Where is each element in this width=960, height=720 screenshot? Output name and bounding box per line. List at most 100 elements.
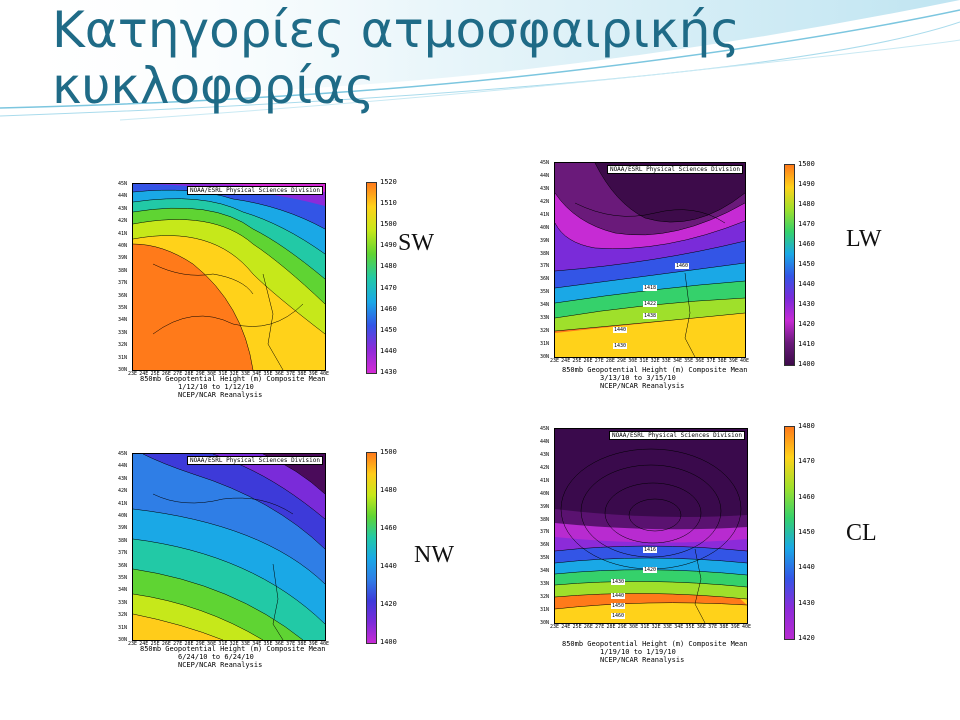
lon-label-cl: 27E	[595, 624, 605, 630]
colorbar-label-cl: 1440	[798, 563, 815, 572]
lat-label-sw: 36N	[118, 292, 128, 299]
colorbar-label-lw: 1430	[798, 300, 815, 308]
lon-label-lw: 40E	[740, 358, 750, 364]
colorbar-label-lw: 1410	[798, 340, 815, 348]
colorbar-label-sw: 1520	[380, 178, 397, 186]
panel-cl: NOAA/ESRL Physical Sciences Division 141…	[532, 418, 832, 668]
lat-label-lw: 33N	[540, 315, 550, 322]
map-nw: NOAA/ESRL Physical Sciences Division	[132, 453, 326, 641]
lon-label-cl: 26E	[583, 624, 593, 630]
lat-label-cl: 39N	[540, 503, 550, 510]
height-field-sw	[133, 184, 325, 370]
colorbar-label-cl: 1480	[798, 422, 815, 430]
lon-label-cl: 34E	[674, 624, 684, 630]
contour-label-lw-5: 1440	[613, 327, 628, 333]
lon-label-cl: 28E	[606, 624, 616, 630]
lat-label-sw: 45N	[118, 181, 128, 187]
caption-sw-dates: 1/12/10 to 1/12/10	[178, 383, 254, 391]
lon-label-cl: 23E	[550, 624, 560, 630]
lon-label-cl: 31E	[640, 624, 650, 630]
contour-label-lw-1: 1460	[675, 263, 690, 269]
colorbar-label-lw: 1400	[798, 360, 815, 368]
lon-label-sw: 34E	[252, 371, 262, 377]
lon-label-lw: 34E	[672, 358, 682, 364]
lat-label-sw: 41N	[118, 230, 128, 237]
lon-label-sw: 28E	[184, 371, 194, 377]
lat-label-nw: 37N	[118, 550, 128, 557]
lon-label-nw: 26E	[161, 641, 171, 647]
lat-label-lw: 41N	[540, 211, 550, 218]
lat-label-cl: 34N	[540, 568, 550, 575]
title-line-1: Κατηγορίες ατμοσφαιρικής	[52, 1, 740, 59]
colorbar-label-sw: 1430	[380, 368, 397, 376]
lat-label-nw: 45N	[118, 451, 128, 457]
lat-label-cl: 38N	[540, 516, 550, 523]
lat-label-sw: 40N	[118, 243, 128, 249]
lat-label-lw: 32N	[540, 328, 550, 335]
lat-label-cl: 35N	[540, 555, 550, 562]
lat-label-lw: 36N	[540, 276, 550, 283]
colorbar-label-sw: 1450	[380, 325, 397, 334]
lon-label-sw: 40E	[320, 371, 330, 377]
lat-label-lw: 43N	[540, 185, 550, 192]
lat-label-nw: 39N	[118, 525, 128, 532]
caption-cl-line1: 850mb Geopotential Height (m) Composite …	[562, 640, 748, 648]
map-cl: NOAA/ESRL Physical Sciences Division 141…	[554, 428, 748, 624]
lon-label-cl: 29E	[617, 624, 627, 630]
lon-label-lw: 31E	[639, 358, 649, 364]
caption-nw-line1: 850mb Geopotential Height (m) Composite …	[140, 645, 326, 653]
contour-label-lw-4: 1438	[643, 313, 658, 319]
colorbar-label-sw: 1460	[380, 304, 397, 313]
lat-label-nw: 44N	[118, 463, 128, 470]
lat-label-lw: 30N	[540, 354, 550, 360]
lon-label-nw: 40E	[320, 641, 330, 647]
lat-label-cl: 33N	[540, 581, 550, 588]
lat-label-cl: 42N	[540, 464, 550, 471]
caption-nw-source: NCEP/NCAR Reanalysis	[178, 661, 263, 669]
lon-label-lw: 33E	[661, 358, 671, 364]
lat-label-sw: 37N	[118, 280, 128, 287]
colorbar-label-lw: 1500	[798, 160, 815, 168]
label-cl: CL	[846, 520, 877, 546]
lon-label-lw: 23E	[550, 358, 560, 364]
colorbar-lw	[784, 164, 795, 366]
lon-label-nw: 24E	[139, 641, 149, 647]
lat-label-sw: 34N	[118, 317, 128, 324]
lat-label-sw: 42N	[118, 218, 128, 225]
colorbar-cl	[784, 426, 795, 640]
label-lw: LW	[846, 226, 882, 252]
lon-label-cl: 24E	[561, 624, 571, 630]
lon-label-nw: 35E	[263, 641, 273, 647]
lon-label-cl: 39E	[730, 624, 740, 630]
colorbar-label-nw: 1420	[380, 600, 397, 608]
colorbar-label-sw: 1500	[380, 220, 397, 229]
caption-sw-line1: 850mb Geopotential Height (m) Composite …	[140, 375, 326, 383]
lat-label-sw: 33N	[118, 329, 128, 336]
map-header-cl: NOAA/ESRL Physical Sciences Division	[608, 431, 745, 440]
lat-label-cl: 32N	[540, 594, 550, 601]
contour-label-lw-2: 1418	[643, 285, 658, 291]
lat-label-sw: 43N	[118, 205, 128, 212]
lat-label-nw: 35N	[118, 575, 128, 581]
colorbar-sw	[366, 182, 377, 374]
lat-label-nw: 38N	[118, 537, 128, 544]
lat-label-nw: 36N	[118, 562, 128, 569]
caption-sw: 850mb Geopotential Height (m) Composite …	[140, 375, 325, 399]
contour-label-cl-6: 1460	[611, 613, 626, 619]
lat-label-lw: 34N	[540, 302, 550, 309]
caption-cl-source: NCEP/NCAR Reanalysis	[600, 656, 685, 664]
colorbar-label-cl: 1450	[798, 528, 815, 536]
lat-label-cl: 37N	[540, 529, 550, 536]
colorbar-label-sw: 1470	[380, 283, 397, 292]
colorbar-label-lw: 1440	[798, 280, 815, 288]
map-header-nw: NOAA/ESRL Physical Sciences Division	[186, 456, 323, 465]
lon-label-nw: 36E	[274, 641, 284, 647]
caption-cl: 850mb Geopotential Height (m) Composite …	[562, 640, 747, 664]
colorbar-label-sw: 1490	[380, 241, 397, 250]
lat-label-sw: 44N	[118, 193, 128, 200]
lon-label-cl: 38E	[719, 624, 729, 630]
lon-label-nw: 30E	[207, 641, 217, 647]
lon-label-sw: 32E	[229, 371, 239, 377]
lat-label-nw: 40N	[118, 513, 128, 519]
lat-label-sw: 30N	[118, 367, 128, 373]
